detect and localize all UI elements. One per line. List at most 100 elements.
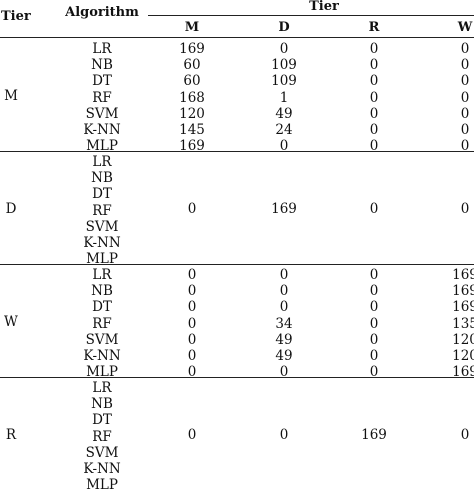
algorithm-label: K-NN [83, 235, 121, 251]
algorithm-label: NB [91, 57, 113, 74]
cell-value-d: 0 [279, 138, 289, 155]
algorithm-label: RF [92, 428, 112, 445]
cell-value-r: 0 [369, 267, 379, 283]
group-d-value-w: 0 [460, 201, 470, 217]
group-r-value-d: 0 [279, 427, 289, 443]
cell-value-r: 0 [369, 138, 379, 155]
cell-value-w: 135 [452, 315, 474, 332]
header-tier-group: Tier [309, 0, 339, 14]
cell-value-m: 0 [187, 364, 197, 381]
algorithm-label: LR [92, 41, 112, 57]
algorithm-label: SVM [85, 218, 119, 235]
cell-value-m: 0 [187, 299, 197, 316]
algorithm-label: NB [91, 396, 113, 413]
cell-value-w: 120 [452, 331, 474, 348]
cell-value-w: 169 [452, 299, 474, 316]
cell-value-w: 0 [460, 73, 470, 90]
cell-value-r: 0 [369, 105, 379, 122]
cell-value-w: 0 [460, 122, 470, 138]
tier-label-w: W [4, 314, 18, 330]
header-col-r: R [368, 20, 380, 35]
header-algorithm: Algorithm [65, 5, 139, 20]
algorithm-label: DT [92, 412, 112, 429]
cell-value-m: 60 [183, 57, 201, 74]
algorithm-label: LR [92, 380, 112, 396]
cell-value-w: 169 [452, 364, 474, 381]
cell-value-r: 0 [369, 73, 379, 90]
cell-value-m: 0 [187, 267, 197, 283]
cell-value-w: 0 [460, 57, 470, 74]
header-bottom-rule [0, 37, 474, 39]
cell-value-r: 0 [369, 89, 379, 106]
algorithm-label: RF [92, 89, 112, 106]
header-col-w: W [457, 20, 473, 35]
cell-value-r: 0 [369, 283, 379, 300]
cell-value-w: 0 [460, 89, 470, 106]
algorithm-label: K-NN [83, 461, 121, 477]
header-col-d: D [278, 20, 290, 35]
cell-value-m: 169 [179, 138, 205, 155]
group-d-value-r: 0 [369, 201, 379, 217]
cell-value-r: 0 [369, 348, 379, 364]
cell-value-r: 0 [369, 299, 379, 316]
tier-label-m: M [4, 88, 18, 104]
algorithm-label: MLP [86, 477, 118, 493]
cell-value-m: 0 [187, 283, 197, 300]
tier-label-d: D [5, 201, 17, 217]
cell-value-d: 34 [275, 315, 293, 332]
cell-value-w: 169 [452, 267, 474, 283]
algorithm-label: MLP [86, 364, 118, 381]
cell-value-r: 0 [369, 122, 379, 138]
cell-value-d: 49 [275, 348, 293, 364]
cell-value-m: 0 [187, 348, 197, 364]
group-r-value-w: 0 [460, 427, 470, 443]
cell-value-d: 0 [279, 299, 289, 316]
cell-value-r: 0 [369, 57, 379, 74]
cell-value-w: 169 [452, 283, 474, 300]
algorithm-label: LR [92, 154, 112, 170]
algorithm-label: LR [92, 267, 112, 283]
algorithm-label: SVM [85, 105, 119, 122]
cell-value-m: 0 [187, 331, 197, 348]
cell-value-d: 0 [279, 364, 289, 381]
cell-value-r: 0 [369, 41, 379, 57]
header-group-rule [148, 15, 474, 16]
algorithm-label: SVM [85, 444, 119, 461]
algorithm-label: DT [92, 299, 112, 316]
cell-value-m: 60 [183, 73, 201, 90]
header-tier: Tier [1, 9, 31, 24]
cell-value-m: 169 [179, 41, 205, 57]
group-r-value-r: 169 [361, 427, 387, 443]
cell-value-d: 0 [279, 41, 289, 57]
group-d-value-m: 0 [187, 201, 197, 217]
algorithm-label: MLP [86, 138, 118, 155]
group-d-rule [0, 264, 474, 265]
cell-value-d: 109 [271, 57, 297, 74]
cell-value-w: 0 [460, 41, 470, 57]
algorithm-label: DT [92, 73, 112, 90]
tier-label-r: R [5, 427, 17, 443]
cell-value-d: 0 [279, 283, 289, 300]
group-w-rule [0, 377, 474, 378]
group-r-value-m: 0 [187, 427, 197, 443]
cell-value-w: 120 [452, 348, 474, 364]
cell-value-d: 49 [275, 105, 293, 122]
algorithm-label: SVM [85, 331, 119, 348]
cell-value-m: 145 [179, 122, 205, 138]
cell-value-m: 0 [187, 315, 197, 332]
algorithm-label: NB [91, 283, 113, 300]
cell-value-d: 109 [271, 73, 297, 90]
cell-value-r: 0 [369, 315, 379, 332]
algorithm-label: RF [92, 315, 112, 332]
group-m-rule [0, 151, 474, 152]
cell-value-m: 168 [179, 89, 205, 106]
cell-value-m: 120 [179, 105, 205, 122]
group-d-value-d: 169 [271, 201, 297, 217]
cell-value-w: 0 [460, 105, 470, 122]
algorithm-label: RF [92, 202, 112, 219]
cell-value-d: 49 [275, 331, 293, 348]
cell-value-d: 24 [275, 122, 293, 138]
cell-value-r: 0 [369, 331, 379, 348]
cell-value-d: 1 [279, 89, 289, 106]
